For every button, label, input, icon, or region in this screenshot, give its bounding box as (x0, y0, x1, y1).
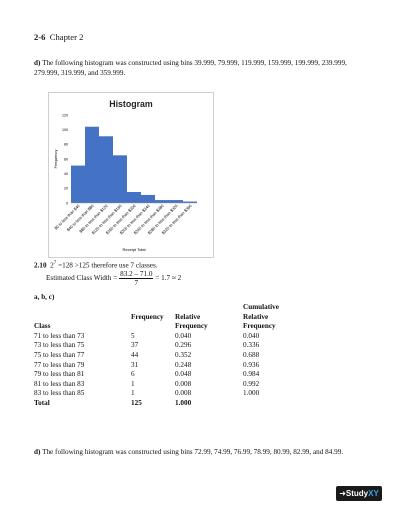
histogram-bar (169, 200, 183, 203)
y-tick-label: 0 (66, 201, 68, 205)
relative-frequency-cell: 0.008 (175, 389, 192, 398)
class-cell: 75 to less than 77 (34, 350, 85, 359)
header-class: Class (34, 322, 51, 331)
header-relative: Relative (175, 312, 201, 321)
frequency-cell: 1 (131, 379, 135, 388)
histogram-bar (141, 194, 155, 203)
class-width-equation: Estimated Class Width = 83.2 – 71.0 7 = … (46, 270, 181, 287)
power-base: 2 (50, 261, 54, 270)
header-frequency: Frequency (131, 312, 164, 321)
relative-frequency-cell: 0.040 (175, 331, 192, 340)
parts-abc-label: a, b, c) (34, 293, 55, 301)
table-row: 81 to less than 83 1 0.008 0.992 (34, 380, 303, 390)
part-d-text-2: The following histogram was constructed … (40, 448, 344, 456)
y-tick-label: 100 (62, 128, 68, 132)
section-2-10: 2.10 27 =128 >125 therefore use 7 classe… (34, 259, 158, 271)
relative-frequency-cell: 0.296 (175, 341, 192, 350)
frequency-cell: 6 (131, 370, 135, 379)
class-cell: 83 to less than 85 (34, 389, 85, 398)
part-d-label: d) (34, 59, 41, 67)
table-row: 73 to less than 75 37 0.296 0.336 (34, 341, 303, 351)
page-header: 2-6 Chapter 2 (34, 32, 84, 43)
cumulative-cell: 1.000 (243, 389, 260, 398)
class-cell: 81 to less than 83 (34, 379, 85, 388)
histogram-bar (155, 200, 169, 203)
table-row: 83 to less than 85 1 0.008 1.000 (34, 389, 303, 399)
page-number: 2-6 (34, 32, 46, 42)
part-d-paragraph: d) The following histogram was construct… (34, 58, 364, 78)
logo-xy: XY (368, 489, 379, 498)
cumulative-cell: 0.984 (243, 370, 260, 379)
x-axis-title: Receipt Total (122, 247, 145, 252)
histogram-bar (71, 165, 85, 203)
table-row: 79 to less than 81 6 0.048 0.984 (34, 370, 303, 380)
header-relative-cum: Relative (243, 312, 269, 321)
y-tick-label: 20 (64, 187, 68, 191)
part-d-text: The following histogram was constructed … (34, 59, 347, 77)
arrow-icon: ➜ (339, 489, 346, 498)
class-cell: 77 to less than 79 (34, 360, 85, 369)
frequency-cell: 37 (131, 341, 139, 350)
frequency-cell: 5 (131, 331, 135, 340)
total-frequency: 125 (131, 398, 142, 407)
histogram-bar (99, 136, 113, 203)
class-cell: 79 to less than 81 (34, 370, 85, 379)
histogram-bar (113, 155, 127, 203)
logo-study: Study (345, 489, 369, 498)
y-tick-label: 40 (64, 172, 68, 176)
histogram-chart: Histogram 0 20 40 60 80 100 120 $0 to less than… (48, 92, 214, 258)
class-width-fraction: 83.2 – 71.0 7 (119, 270, 154, 287)
part-d-label-2: d) (34, 448, 41, 456)
total-label: Total (34, 398, 50, 407)
frequency-cell: 44 (131, 350, 139, 359)
table-row: 75 to less than 77 44 0.352 0.688 (34, 351, 303, 361)
total-relative: 1.000 (175, 398, 192, 407)
cumulative-cell: 0.336 (243, 341, 260, 350)
cumulative-cell: 0.992 (243, 379, 260, 388)
fraction-numerator: 83.2 – 71.0 (119, 270, 154, 279)
y-tick-label: 120 (62, 113, 68, 117)
y-tick-label: 60 (64, 157, 68, 161)
total-cumulative (243, 399, 303, 409)
class-width-result: = 1.7 ≈ 2 (155, 274, 182, 283)
part-d-paragraph-2: d) The following histogram was construct… (34, 447, 364, 457)
relative-frequency-cell: 0.248 (175, 360, 192, 369)
chapter-title: Chapter 2 (49, 32, 84, 42)
frequency-table: Cumulative Frequency Relative Relative C… (34, 303, 303, 409)
histogram-bar (183, 201, 197, 203)
histogram-bar (127, 192, 141, 203)
header-frequency-rel: Frequency (175, 322, 208, 331)
table-total-row: Total 125 1.000 (34, 399, 303, 409)
relative-frequency-cell: 0.008 (175, 379, 192, 388)
y-axis-title: Frequency (53, 150, 58, 169)
class-cell: 71 to less than 73 (34, 331, 85, 340)
cumulative-cell: 0.936 (243, 360, 260, 369)
cumulative-cell: 0.688 (243, 350, 260, 359)
studyxy-logo: ➜StudyXY (336, 486, 382, 501)
table-row: 71 to less than 73 5 0.040 0.040 (34, 332, 303, 342)
class-count-statement: =128 >125 therefore use 7 classes. (56, 261, 158, 270)
chart-title: Histogram (109, 99, 153, 109)
table-row: 77 to less than 79 31 0.248 0.936 (34, 361, 303, 371)
relative-frequency-cell: 0.048 (175, 370, 192, 379)
y-tick-label: 80 (64, 143, 68, 147)
section-number: 2.10 (34, 261, 47, 270)
cumulative-cell: 0.040 (243, 331, 260, 340)
power-exponent: 7 (53, 261, 57, 266)
relative-frequency-cell: 0.352 (175, 350, 192, 359)
frequency-cell: 31 (131, 360, 139, 369)
frequency-cell: 1 (131, 389, 135, 398)
histogram-bar (85, 126, 99, 203)
header-cumulative: Cumulative (243, 303, 279, 311)
class-width-label: Estimated Class Width = (46, 274, 118, 283)
fraction-denominator: 7 (134, 279, 139, 287)
class-cell: 73 to less than 75 (34, 341, 85, 350)
header-frequency-cum: Frequency (243, 322, 276, 331)
